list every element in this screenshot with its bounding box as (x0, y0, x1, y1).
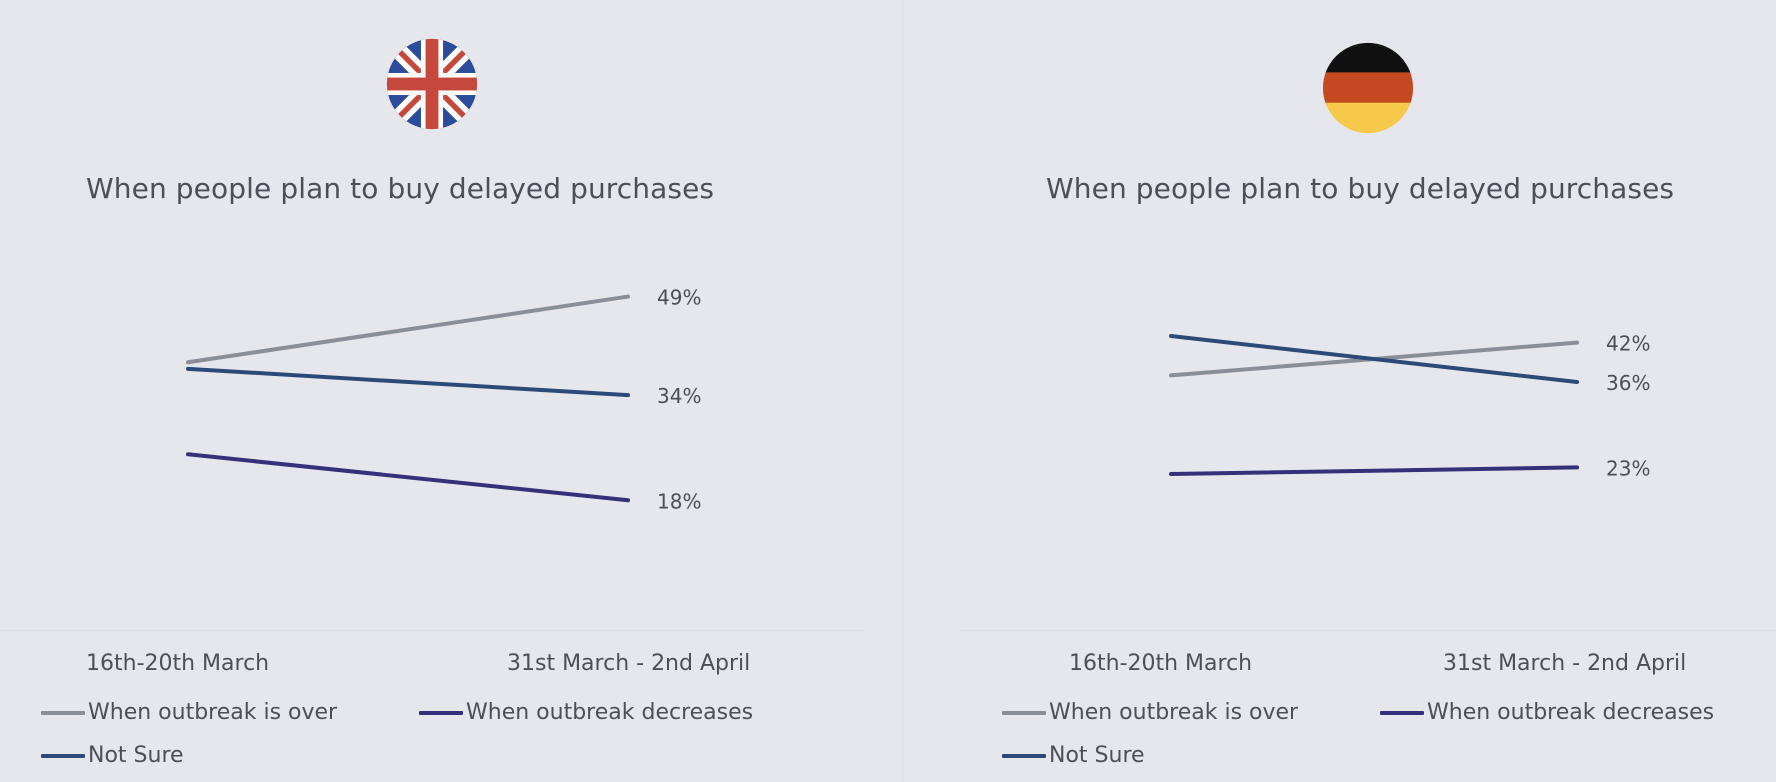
legend-swatch (1002, 753, 1046, 758)
data-label-not-sure: 36% (1606, 371, 1650, 395)
legend-item-decreases: When outbreak decreases (419, 700, 753, 725)
legend-label: When outbreak is over (1049, 700, 1299, 725)
uk-chart-panel: When people plan to buy delayed purchase… (0, 0, 866, 782)
series-line-when-outbreak-decreases (1169, 465, 1579, 476)
x-tick-label: 31st March - 2nd April (1443, 651, 1687, 676)
panel-divider (902, 0, 903, 782)
data-label-when-outbreak-is-over: 42% (1606, 332, 1650, 356)
data-label-when-outbreak-is-over: 49% (657, 286, 701, 310)
germany-line-chart: 42% 36% 23% (1169, 332, 1650, 480)
x-axis-line (0, 630, 866, 631)
uk-line-chart: 49% 34% 18% (186, 286, 701, 513)
legend-swatch (1380, 710, 1424, 715)
chart-title: When people plan to buy delayed purchase… (86, 172, 715, 205)
legend-swatch (41, 753, 85, 758)
legend-item-over: When outbreak is over (1002, 700, 1298, 725)
legend-item-not-sure: Not Sure (1002, 743, 1145, 768)
legend-swatch (1002, 710, 1046, 715)
x-tick-label: 31st March - 2nd April (507, 651, 751, 676)
x-tick-label: 16th-20th March (86, 651, 270, 676)
series-line-when-outbreak-decreases (186, 452, 630, 503)
chart-title: When people plan to buy delayed purchase… (1046, 172, 1675, 205)
x-tick-label: 16th-20th March (1069, 651, 1253, 676)
legend-item-decreases: When outbreak decreases (1380, 700, 1714, 725)
germany-flag-icon (1322, 42, 1414, 134)
series-line-not-sure (1169, 334, 1579, 384)
legend-label: When outbreak decreases (466, 700, 754, 725)
legend-item-over: When outbreak is over (41, 700, 337, 725)
uk-flag-icon (386, 38, 478, 130)
series-line-not-sure (186, 366, 630, 398)
series-line-when-outbreak-is-over (186, 294, 630, 365)
germany-chart-panel: When people plan to buy delayed purchase… (960, 0, 1776, 782)
legend-label: When outbreak is over (88, 700, 338, 725)
legend-swatch (41, 710, 85, 715)
legend-swatch (419, 710, 463, 715)
x-axis-line (960, 630, 1776, 631)
data-label-when-outbreak-decreases: 18% (657, 489, 701, 513)
data-label-not-sure: 34% (657, 384, 701, 408)
legend-item-not-sure: Not Sure (41, 743, 184, 768)
legend-label: When outbreak decreases (1427, 700, 1715, 725)
legend-label: Not Sure (88, 743, 184, 768)
legend-label: Not Sure (1049, 743, 1145, 768)
data-label-when-outbreak-decreases: 23% (1606, 456, 1650, 480)
